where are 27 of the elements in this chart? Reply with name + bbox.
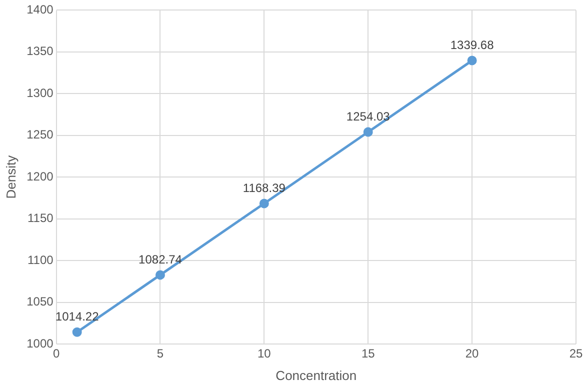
- y-tick-label: 1150: [27, 211, 54, 226]
- y-tick-label: 1300: [26, 86, 54, 100]
- data-label: 1168.39: [242, 180, 286, 195]
- y-tick-label: 1350: [26, 44, 54, 58]
- point: [363, 127, 373, 137]
- x-tick-label: 5: [156, 346, 164, 361]
- x-tick-label: 25: [569, 346, 583, 361]
- y-axis-title: Density: [3, 154, 18, 199]
- y-tick-label: 1400: [26, 2, 54, 17]
- x-tick-label: 10: [257, 346, 272, 361]
- x-tick-label: 15: [361, 346, 376, 361]
- point: [155, 270, 165, 280]
- point: [72, 327, 82, 337]
- data-label: 1082.74: [138, 252, 182, 266]
- x-tick-label: 20: [465, 346, 480, 361]
- y-tick-label: 1200: [26, 169, 54, 184]
- point: [259, 198, 269, 208]
- data-label: 1339.68: [450, 38, 494, 52]
- data-label: 1254.03: [346, 109, 390, 124]
- x-axis-title: Concentration: [276, 368, 357, 383]
- x-tick-label: 0: [52, 346, 60, 361]
- data-label: 1014.22: [55, 309, 100, 324]
- y-tick-label: 1250: [26, 128, 54, 142]
- point: [467, 56, 477, 66]
- y-tick-label: 1050: [26, 294, 54, 309]
- y-tick-label: 1000: [26, 336, 54, 350]
- y-tick-label: 1100: [27, 252, 54, 267]
